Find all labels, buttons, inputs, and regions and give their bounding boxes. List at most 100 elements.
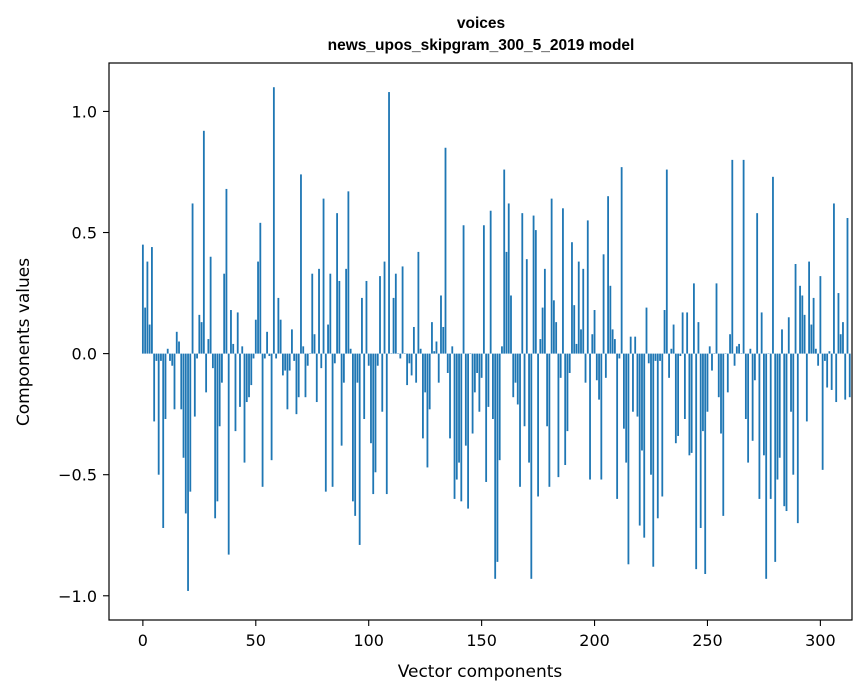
bar-248 (702, 353, 704, 432)
bar-245 (695, 353, 698, 570)
bar-149 (478, 353, 481, 412)
bar-49 (252, 353, 255, 359)
bar-306 (833, 203, 835, 354)
bar-34 (218, 353, 221, 427)
bar-233 (668, 353, 670, 378)
bar-311 (844, 353, 847, 400)
bar-157 (496, 353, 499, 562)
bar-197 (586, 220, 589, 354)
bar-247 (699, 353, 702, 528)
bar-249 (704, 353, 707, 574)
bar-271 (753, 353, 756, 381)
bar-55 (266, 331, 268, 354)
bar-173 (532, 215, 535, 354)
bar-164 (512, 353, 515, 398)
bar-112 (394, 273, 397, 354)
bar-153 (487, 353, 490, 407)
bar-238 (679, 353, 682, 357)
bar-91 (347, 191, 350, 354)
bar-296 (810, 324, 813, 354)
bar-62 (281, 353, 284, 376)
bar-76 (313, 334, 316, 354)
bar-58 (272, 87, 275, 354)
bar-47 (248, 353, 250, 398)
bar-169 (523, 353, 526, 427)
bar-165 (514, 353, 517, 383)
bar-128 (431, 322, 433, 354)
bar-298 (814, 348, 817, 354)
bar-268 (747, 353, 750, 463)
bar-23 (193, 353, 196, 417)
bar-0 (141, 244, 144, 354)
bar-13 (171, 353, 174, 366)
bar-230 (661, 353, 664, 497)
bar-59 (275, 353, 278, 359)
bar-79 (320, 353, 323, 369)
bar-103 (374, 353, 377, 473)
bar-263 (735, 346, 738, 354)
bar-310 (842, 322, 844, 354)
bar-67 (293, 353, 296, 361)
bar-77 (315, 353, 318, 403)
bar-27 (202, 130, 205, 354)
bar-215 (627, 353, 630, 565)
bar-66 (291, 329, 293, 354)
bar-63 (284, 353, 287, 371)
y-tick-label-3: 0.5 (72, 224, 97, 243)
chart-title: voices (457, 15, 505, 32)
bar-235 (672, 324, 675, 354)
bar-101 (370, 353, 372, 444)
chart-subtitle: news_upos_skipgram_300_5_2019 model (328, 37, 635, 54)
bar-262 (733, 353, 736, 366)
bar-28 (205, 353, 208, 393)
bar-185 (559, 353, 562, 378)
bar-124 (422, 353, 424, 439)
bar-64 (286, 353, 289, 410)
bar-36 (223, 273, 226, 354)
bar-266 (742, 159, 745, 354)
bar-250 (706, 353, 709, 412)
y-tick-label-4: 1.0 (72, 102, 97, 121)
bar-200 (593, 310, 596, 354)
bar-198 (589, 353, 591, 480)
bar-81 (324, 353, 327, 492)
bar-260 (729, 334, 731, 354)
bar-302 (824, 353, 826, 361)
bar-138 (453, 353, 456, 499)
bar-90 (345, 268, 348, 354)
bar-305 (830, 353, 833, 390)
bar-46 (245, 353, 248, 403)
bar-180 (548, 353, 551, 487)
bar-54 (263, 353, 266, 359)
bar-119 (410, 353, 413, 376)
bar-122 (417, 251, 420, 354)
bar-217 (632, 353, 634, 412)
bar-12 (169, 353, 171, 361)
bar-274 (760, 312, 763, 354)
bar-275 (763, 353, 765, 456)
bar-309 (839, 334, 842, 354)
bar-84 (331, 353, 334, 487)
bar-282 (778, 353, 781, 458)
bar-24 (196, 353, 198, 359)
bar-82 (327, 324, 329, 354)
bar-210 (616, 353, 619, 499)
bar-201 (595, 353, 598, 381)
bar-35 (221, 353, 223, 383)
bar-195 (582, 268, 585, 354)
bar-88 (340, 353, 343, 446)
bar-117 (406, 353, 409, 386)
bar-312 (846, 217, 849, 354)
bar-60 (277, 297, 280, 354)
bar-288 (792, 353, 795, 475)
bar-202 (598, 353, 600, 400)
bar-108 (385, 353, 388, 495)
bar-154 (489, 210, 492, 354)
bar-106 (381, 353, 384, 412)
bar-143 (464, 353, 467, 446)
bar-132 (440, 295, 442, 354)
bar-162 (507, 203, 510, 354)
bar-219 (636, 353, 639, 417)
bar-68 (295, 353, 298, 415)
bar-293 (803, 314, 806, 354)
